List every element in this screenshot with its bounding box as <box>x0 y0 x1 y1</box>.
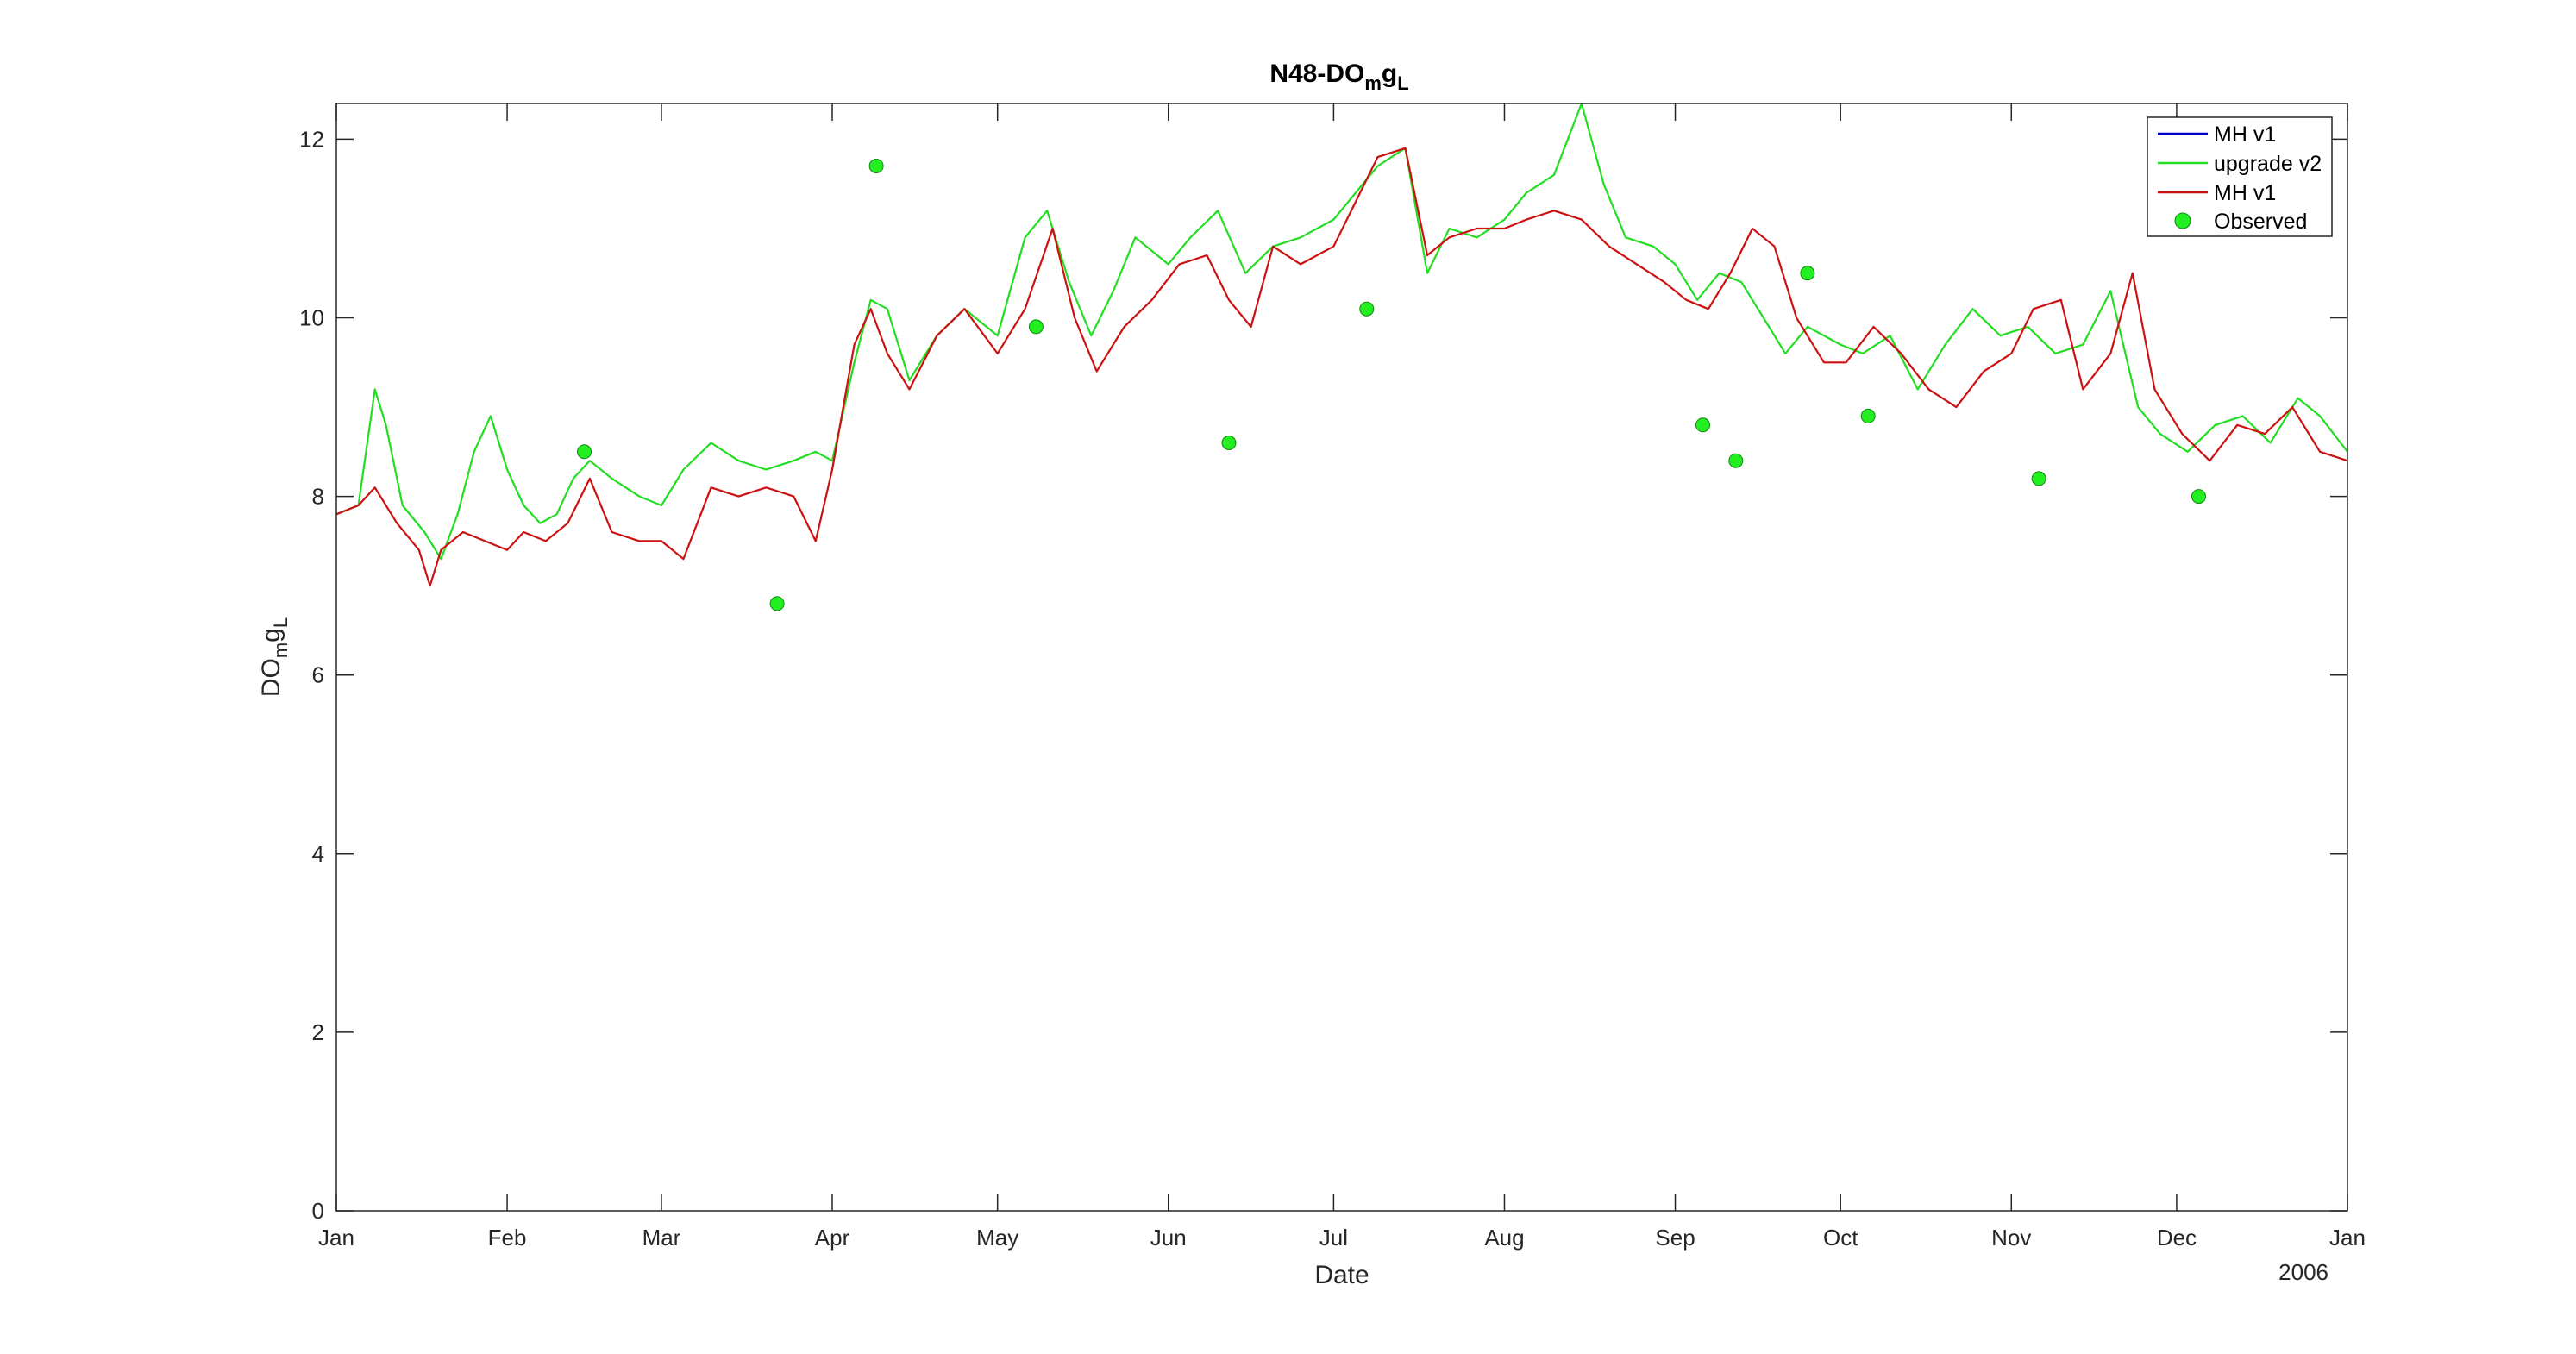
y-tick-label: 10 <box>299 305 324 331</box>
x-tick-label: May <box>976 1225 1018 1251</box>
series-layer <box>335 102 2348 611</box>
observed-point <box>868 159 884 173</box>
x-tick-label: Aug <box>1484 1225 1524 1251</box>
observed-point <box>2031 471 2046 486</box>
x-axis-label: Date <box>1314 1261 1369 1289</box>
x-tick-label: Jun <box>1150 1225 1187 1251</box>
x-tick-label: Mar <box>642 1225 681 1251</box>
y-tick-label: 0 <box>312 1198 324 1224</box>
observed-point <box>2191 489 2206 505</box>
x-tick-label: Nov <box>1991 1225 2031 1251</box>
x-tick-label: Jan <box>318 1225 354 1251</box>
x-tick-label: Feb <box>488 1225 527 1251</box>
observed-point <box>577 444 592 460</box>
x-tick-label: Oct <box>1823 1225 1858 1251</box>
y-tick-label: 12 <box>299 126 324 152</box>
x-tick-label: Apr <box>815 1225 850 1251</box>
legend-label-mh-v1-blue: MH v1 <box>2214 122 2276 147</box>
y-tick-label: 4 <box>312 841 324 867</box>
year-label: 2006 <box>2278 1259 2328 1285</box>
observed-point <box>1221 436 1237 450</box>
observed-point <box>1728 453 1744 468</box>
y-tick-label: 2 <box>312 1019 324 1045</box>
observed-point <box>1028 319 1044 335</box>
y-tick-label: 6 <box>312 662 324 688</box>
legend-label-upgrade-v2: upgrade v2 <box>2214 152 2322 176</box>
x-axis-ticks: Jan Feb Mar Apr May Jun Jul Aug Sep Oct Nov Dec Jan <box>318 103 2366 1251</box>
observed-point <box>769 596 785 611</box>
legend-marker-observed <box>2174 212 2191 229</box>
y-axis-label: DOmgL <box>257 617 291 697</box>
x-tick-label: Dec <box>2157 1225 2197 1251</box>
chart-title: N48-DOmgL <box>1269 60 1408 94</box>
x-tick-label: Jan <box>2329 1225 2366 1251</box>
x-tick-label: Sep <box>1655 1225 1695 1251</box>
plot-area <box>336 103 2347 1211</box>
observed-point <box>1860 408 1876 423</box>
x-tick-label: Jul <box>1319 1225 1348 1251</box>
legend: MH v1 upgrade v2 MH v1 Observed <box>2147 116 2333 237</box>
series-line-1 <box>335 102 2348 561</box>
legend-label-observed: Observed <box>2214 210 2307 234</box>
legend-label-mh-v1-red: MH v1 <box>2214 181 2276 205</box>
series-line-2 <box>335 147 2348 587</box>
y-tick-label: 8 <box>312 484 324 510</box>
observed-point <box>1695 417 1710 433</box>
observed-point <box>1800 266 1815 281</box>
axes-box <box>335 103 2348 1212</box>
y-axis-ticks: 0 2 4 6 8 10 12 <box>299 126 2347 1224</box>
observed-point <box>1359 301 1375 317</box>
